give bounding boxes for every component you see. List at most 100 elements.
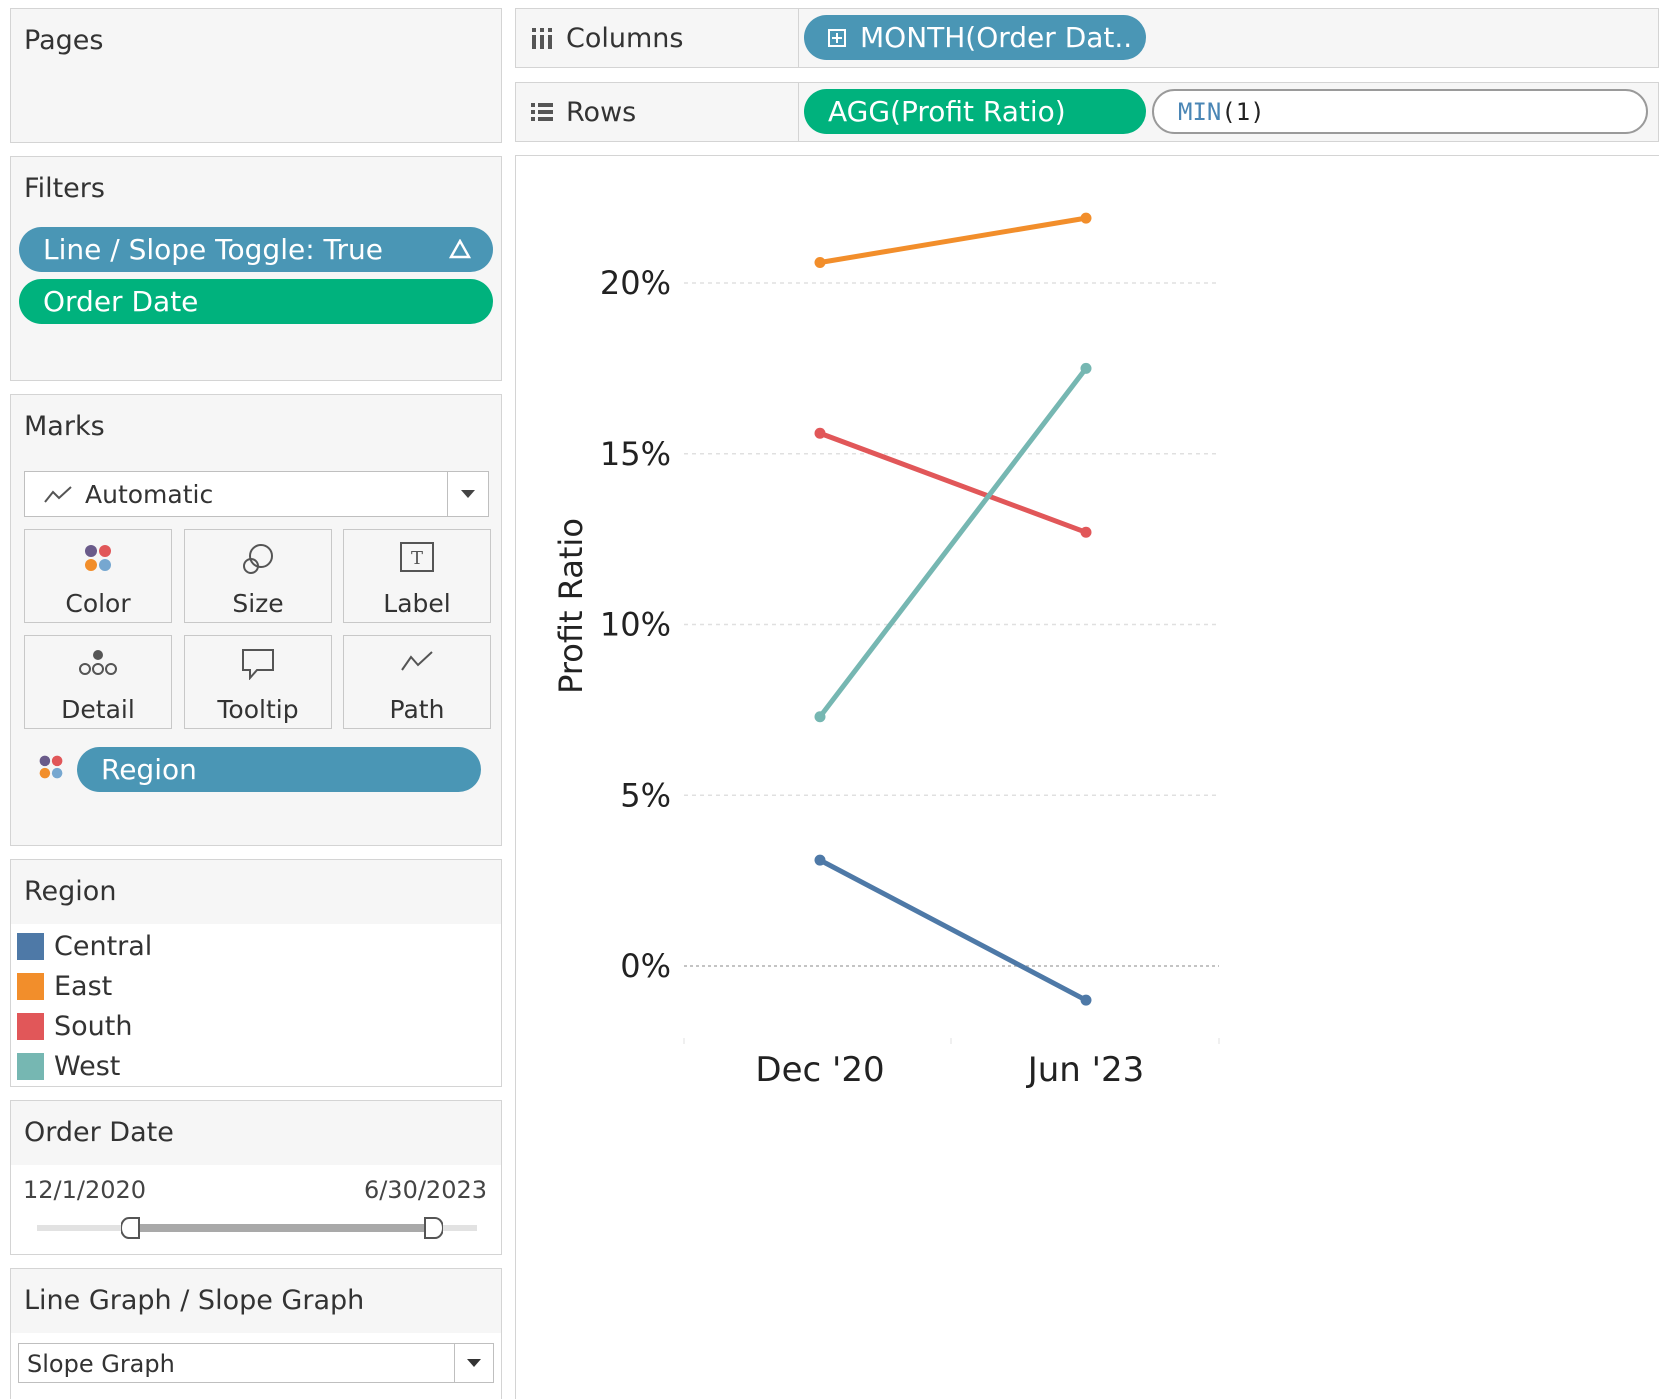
columns-icon [532,28,552,49]
legend-swatch [17,972,44,1000]
range-slider-selected [131,1224,431,1232]
order-date-panel[interactable]: Order Date 12/1/2020 6/30/2023 [10,1100,502,1255]
columns-pill-label: MONTH(Order Dat.. [860,21,1133,54]
label-button[interactable]: T Label [343,529,491,623]
legend-swatch [17,932,44,960]
y-tick-label: 5% [620,776,671,814]
marks-region-pill[interactable]: Region [77,747,481,792]
y-tick-label: 10% [600,606,671,644]
detail-icon [79,650,117,675]
marks-title: Marks [24,411,105,442]
legend-item-central[interactable]: Central [17,930,152,962]
color-button-label: Color [65,589,131,618]
series-line-east [817,215,1089,266]
chevron-down-icon [467,1359,481,1367]
y-axis-title: Profit Ratio [552,518,590,694]
svg-text:T: T [411,548,423,569]
size-button[interactable]: Size [184,529,332,623]
path-button[interactable]: Path [343,635,491,729]
graph-type-dropdown[interactable]: Slope Graph [18,1343,494,1383]
mark-type-dropdown[interactable]: Automatic [24,471,489,517]
legend-swatch [17,1052,44,1080]
filter-pill-line-slope-toggle[interactable]: Line / Slope Toggle: True [19,227,493,272]
data-point-east [1080,212,1092,224]
legend-label: West [54,1050,121,1082]
order-date-body [11,1165,501,1254]
order-date-start: 12/1/2020 [23,1176,147,1204]
rows-shelf[interactable]: Rows AGG(Profit Ratio) MIN (1) [515,82,1659,142]
size-icon [243,544,273,574]
text-label-icon: T [400,542,434,572]
data-point-west [814,711,826,723]
columns-shelf-label: Columns [516,9,799,67]
filters-panel[interactable]: Filters Line / Slope Toggle: True Order … [10,156,502,381]
columns-pill-month-order-date[interactable]: MONTH(Order Dat.. [804,15,1146,60]
data-point-east [814,257,826,269]
x-tick-label: Jun '23 [1026,1050,1145,1090]
rows-icon [531,103,553,121]
y-tick-label: 20% [600,264,671,302]
delta-icon [449,239,471,259]
legend-body [11,924,501,1086]
columns-label: Columns [566,22,684,54]
range-slider-start-handle[interactable] [121,1216,141,1240]
data-point-south [814,427,826,439]
mark-type-value: Automatic [85,480,214,509]
legend-label: East [54,970,113,1002]
legend-label: South [54,1010,133,1042]
legend-item-east[interactable]: East [17,970,112,1002]
range-slider-end-handle[interactable] [423,1216,443,1240]
y-tick-label: 15% [600,435,671,473]
y-tick-label: 0% [620,947,671,985]
label-button-label: Label [383,589,451,618]
legend-item-south[interactable]: South [17,1010,132,1042]
columns-shelf[interactable]: Columns MONTH(Order Dat.. [515,8,1659,68]
graph-type-value: Slope Graph [27,1350,175,1378]
data-point-south [1080,526,1092,538]
data-point-central [814,854,826,866]
data-point-west [1080,362,1092,374]
filters-title: Filters [24,173,105,204]
dropdown-arrow[interactable] [447,472,488,516]
chevron-down-icon [461,490,475,498]
tooltip-icon [242,649,274,680]
marks-panel[interactable]: Marks Automatic Color Size T Label [10,394,502,846]
legend-swatch [17,1012,44,1040]
viz-area[interactable]: 0% 5% 10% 15% 20% Dec '20 Jun '23 Profit Ratio [515,155,1659,1399]
graph-type-parameter-panel[interactable]: Line Graph / Slope Graph Slope Graph [10,1268,502,1400]
detail-button[interactable]: Detail [24,635,172,729]
path-icon [401,651,433,671]
filter-pill-label: Order Date [43,285,199,318]
profit-ratio-slope-chart[interactable]: 0% 5% 10% 15% 20% Dec '20 Jun '23 Profit Ratio [516,156,1659,1399]
tooltip-button[interactable]: Tooltip [184,635,332,729]
region-legend-title: Region [24,876,117,907]
rows-shelf-label: Rows [516,83,799,141]
series-line-west [817,365,1089,720]
size-button-label: Size [232,589,284,618]
pages-panel[interactable]: Pages [10,8,502,143]
color-icon [85,545,111,571]
filter-pill-order-date[interactable]: Order Date [19,279,493,324]
dropdown-arrow[interactable] [454,1344,493,1382]
path-button-label: Path [389,695,445,724]
x-tick-label: Dec '20 [755,1050,884,1090]
region-legend-panel[interactable]: Region Central East South West [10,859,502,1087]
rows-label: Rows [566,96,637,128]
series-line-central [817,857,1089,1003]
expand-plus-icon[interactable] [828,28,846,47]
legend-item-west[interactable]: West [17,1050,120,1082]
tooltip-button-label: Tooltip [217,695,299,724]
rows-pill-function: MIN [1178,97,1222,126]
rows-pill-profit-ratio[interactable]: AGG(Profit Ratio) [804,89,1146,134]
filter-pill-label: Line / Slope Toggle: True [43,233,384,266]
order-date-end: 6/30/2023 [363,1176,487,1204]
detail-button-label: Detail [61,695,135,724]
rows-pill-label: AGG(Profit Ratio) [828,95,1066,128]
rows-pill-argument: (1) [1221,97,1265,126]
data-point-central [1080,994,1092,1006]
line-mark-icon [44,486,72,503]
rows-pill-min-1[interactable]: MIN (1) [1152,89,1648,134]
graph-type-parameter-title: Line Graph / Slope Graph [24,1285,365,1316]
color-button[interactable]: Color [24,529,172,623]
pages-title: Pages [24,25,104,56]
